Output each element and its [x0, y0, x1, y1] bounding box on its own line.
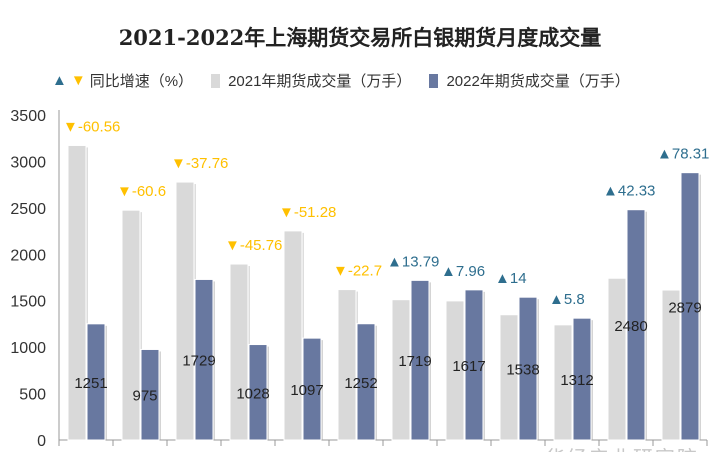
data-label-2022: 975: [132, 388, 157, 405]
bar-2021: [337, 289, 357, 441]
growth-label: ▼-22.7: [333, 263, 382, 280]
growth-label: ▲7.96: [441, 263, 485, 280]
bar-2021: [175, 181, 195, 441]
bar-2021: [67, 144, 87, 441]
y-tick-label: 2000: [10, 247, 46, 264]
y-tick-label: 0: [37, 433, 46, 450]
y-tick-label: 1000: [10, 340, 46, 357]
y-tick-label: 2500: [10, 201, 46, 218]
growth-label: ▲78.31: [657, 146, 709, 163]
data-label-2022: 1617: [452, 358, 485, 375]
y-tick-label: 500: [19, 387, 46, 404]
bar-2022: [302, 337, 322, 441]
bar-2022: [410, 279, 430, 441]
legend-swatch-2022: [429, 73, 439, 88]
growth-label: ▲14: [495, 270, 527, 287]
bar-2021: [229, 263, 249, 441]
legend-2021: 2021年期货成交量（万手）: [228, 73, 412, 90]
legend: ▲ ▼ 同比增速（%） 2021年期货成交量（万手） 2022年期货成交量（万手）: [52, 70, 630, 91]
bar-2022: [86, 323, 106, 441]
y-tick-label: 3500: [10, 108, 46, 125]
bar-2022: [680, 172, 700, 441]
bar-2021: [499, 314, 519, 441]
bar-2022: [626, 209, 646, 441]
data-label-2022: 1729: [182, 353, 215, 370]
growth-label: ▼-51.28: [279, 204, 336, 221]
growth-label: ▼-45.76: [225, 237, 282, 254]
growth-label: ▼-60.6: [117, 183, 166, 200]
data-label-2022: 1097: [290, 382, 323, 399]
bar-2021: [553, 324, 573, 441]
data-label-2022: 1719: [398, 353, 431, 370]
growth-label: ▼-37.76: [171, 155, 228, 172]
growth-label: ▼-60.56: [63, 118, 120, 135]
legend-2022: 2022年期货成交量（万手）: [446, 73, 630, 90]
bar-2022: [464, 289, 484, 441]
bar-2022: [140, 348, 160, 441]
bar-2021: [391, 299, 411, 441]
data-label-2022: 1312: [560, 372, 593, 389]
bar-2022: [356, 323, 376, 441]
growth-label: ▲5.8: [549, 291, 585, 308]
legend-down-icon: ▼: [70, 72, 86, 89]
chart-title: 2021-2022年上海期货交易所白银期货月度成交量: [118, 25, 602, 50]
legend-up-icon: ▲: [52, 72, 67, 89]
growth-label: ▲13.79: [387, 253, 439, 270]
bar-2021: [661, 289, 681, 441]
data-label-2022: 1028: [236, 385, 269, 402]
bar-2022: [518, 296, 538, 441]
bar-2022: [248, 344, 268, 441]
bar-2021: [607, 277, 627, 441]
data-label-2022: 1538: [506, 362, 539, 379]
legend-swatch-2021: [211, 73, 221, 88]
data-label-2022: 2879: [668, 299, 701, 316]
bar-2021: [121, 209, 141, 441]
growth-label: ▲42.33: [603, 183, 655, 200]
bar-2021: [283, 230, 303, 441]
data-label-2022: 1252: [344, 375, 377, 392]
legend-growth: 同比增速（%）: [89, 73, 194, 90]
watermark: ▶ 华经产业研究院: [520, 442, 699, 452]
bar-2022: [572, 317, 592, 441]
data-label-2022: 2480: [614, 318, 647, 335]
data-label-2022: 1251: [74, 375, 107, 392]
y-tick-label: 3000: [10, 154, 46, 171]
bar-2021: [445, 300, 465, 441]
y-tick-label: 1500: [10, 294, 46, 311]
bar-2022: [194, 278, 214, 441]
